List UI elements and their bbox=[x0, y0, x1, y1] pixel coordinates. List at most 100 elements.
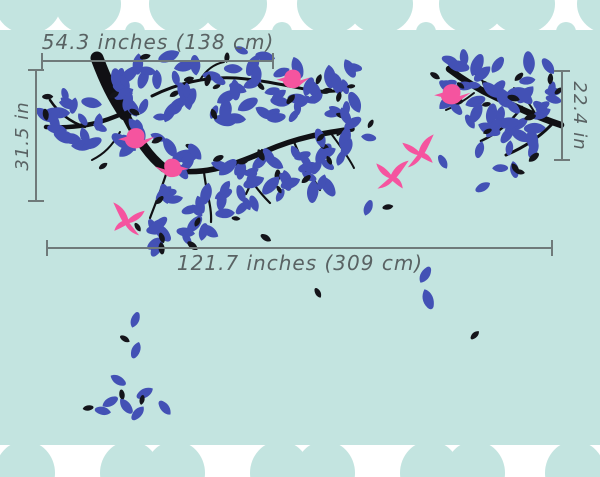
black-leaf bbox=[134, 222, 141, 232]
flying-bird-icon bbox=[113, 202, 145, 236]
blue-leaf bbox=[152, 69, 162, 90]
blue-leaf bbox=[340, 107, 352, 125]
blue-leaf bbox=[214, 188, 233, 200]
blue-leaf bbox=[229, 79, 241, 101]
blue-leaf bbox=[190, 204, 203, 217]
measure-tick bbox=[551, 240, 553, 256]
blue-leaf bbox=[158, 50, 180, 63]
blue-leaf bbox=[81, 97, 102, 109]
blue-leaf bbox=[340, 138, 353, 157]
blue-leaf bbox=[237, 97, 258, 112]
blue-leaf bbox=[200, 182, 212, 205]
blue-leaf bbox=[235, 201, 249, 215]
blue-leaf bbox=[545, 95, 562, 104]
black-leaf bbox=[109, 91, 119, 99]
left-height-label: 31.5 in bbox=[12, 101, 33, 171]
blue-leaf bbox=[251, 65, 262, 86]
blue-leaf bbox=[176, 227, 195, 237]
blue-leaf bbox=[93, 122, 107, 132]
black-leaf bbox=[120, 335, 130, 343]
blue-leaf bbox=[505, 140, 514, 156]
blue-leaf bbox=[343, 59, 356, 78]
blue-leaf bbox=[491, 56, 505, 73]
black-leaf bbox=[257, 82, 265, 90]
black-leaf bbox=[514, 169, 525, 175]
blue-leaf bbox=[114, 87, 134, 100]
blue-leaf bbox=[131, 406, 144, 421]
blue-leaf bbox=[473, 66, 491, 82]
perched-bird-icon bbox=[434, 84, 471, 105]
blue-leaf bbox=[280, 177, 301, 189]
black-leaf bbox=[315, 74, 322, 85]
measure-tick bbox=[272, 53, 274, 69]
blue-leaf bbox=[223, 64, 243, 74]
blue-leaf bbox=[449, 100, 463, 115]
blue-leaf bbox=[307, 179, 319, 203]
black-leaf bbox=[528, 152, 539, 162]
blue-leaf bbox=[249, 195, 259, 212]
blue-leaf bbox=[466, 81, 481, 89]
blue-leaf bbox=[122, 92, 133, 112]
blue-leaf bbox=[149, 219, 163, 234]
blue-leaf bbox=[243, 176, 265, 189]
blue-leaf bbox=[79, 127, 90, 145]
blue-leaf bbox=[78, 113, 88, 126]
blue-leaf bbox=[130, 341, 141, 359]
blue-leaf bbox=[58, 130, 77, 145]
black-leaf bbox=[321, 87, 333, 94]
blue-leaf bbox=[506, 100, 521, 114]
blue-leaf bbox=[519, 76, 536, 85]
blue-leaf bbox=[138, 98, 149, 115]
blue-leaf bbox=[318, 147, 336, 159]
blue-leaf bbox=[486, 118, 502, 138]
right-height-label: 22.4 in bbox=[569, 81, 590, 151]
perched-bird-icon bbox=[276, 69, 311, 89]
black-leaf bbox=[231, 216, 241, 221]
black-leaf bbox=[82, 405, 94, 411]
black-leaf bbox=[524, 114, 536, 121]
measure-tick bbox=[28, 69, 44, 71]
blue-leaf bbox=[61, 87, 69, 102]
blue-leaf bbox=[219, 158, 237, 176]
blue-leaf bbox=[215, 208, 235, 219]
blue-leaf bbox=[147, 237, 163, 250]
perched-bird-icon bbox=[118, 128, 155, 149]
measure-tick bbox=[28, 200, 44, 202]
black-leaf bbox=[129, 108, 140, 116]
black-leaf bbox=[42, 93, 54, 100]
blue-leaf bbox=[492, 164, 509, 173]
blue-leaf bbox=[459, 49, 469, 67]
flying-bird-icon bbox=[402, 134, 434, 168]
black-leaf bbox=[554, 87, 563, 95]
black-leaf bbox=[367, 119, 374, 129]
black-leaf bbox=[183, 76, 195, 82]
blue-leaf bbox=[130, 312, 140, 328]
blue-leaf bbox=[437, 154, 448, 169]
blue-leaf bbox=[267, 113, 286, 123]
measure-tick bbox=[41, 53, 43, 69]
blue-leaf bbox=[541, 58, 555, 74]
blue-leaf bbox=[331, 72, 343, 95]
black-leaf bbox=[470, 331, 479, 340]
black-leaf bbox=[155, 196, 164, 205]
blue-leaf bbox=[110, 374, 126, 386]
blue-leaf bbox=[470, 54, 484, 77]
blue-leaf bbox=[288, 109, 299, 123]
right-measure-line bbox=[561, 71, 563, 161]
black-leaf bbox=[481, 102, 491, 107]
measure-tick bbox=[554, 70, 570, 72]
blue-leaf bbox=[163, 138, 177, 158]
black-leaf bbox=[316, 133, 325, 142]
black-leaf bbox=[169, 90, 180, 97]
black-leaf bbox=[314, 287, 322, 298]
blue-leaf bbox=[311, 159, 322, 175]
blue-leaf bbox=[300, 154, 312, 168]
black-leaf bbox=[336, 128, 343, 137]
blue-leaf bbox=[340, 79, 350, 95]
measure-tick bbox=[46, 240, 48, 256]
blue-leaf bbox=[312, 92, 323, 104]
black-leaf bbox=[430, 72, 440, 80]
blue-leaf bbox=[270, 96, 291, 107]
